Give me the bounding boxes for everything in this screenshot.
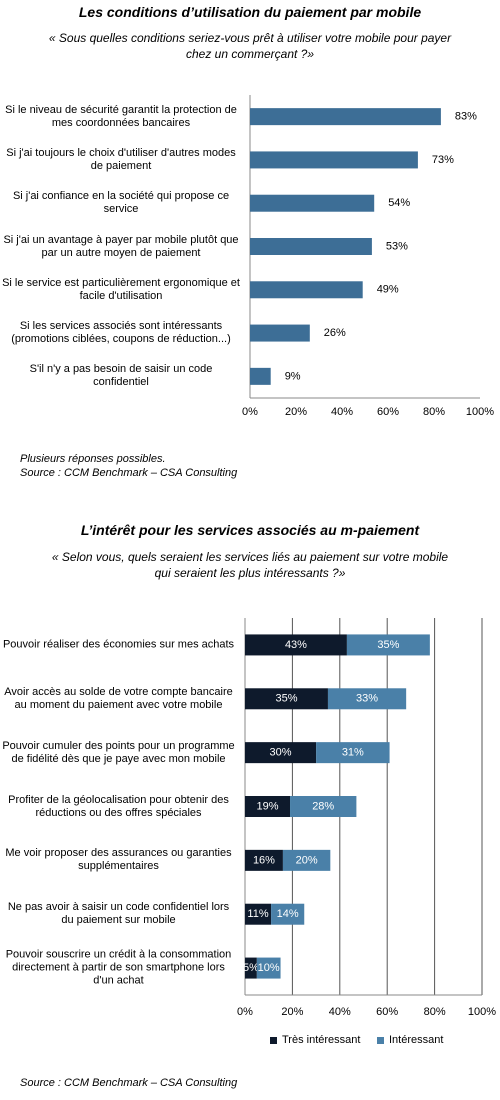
category-label: Pouvoir cumuler des points pour un progr… [2,739,235,765]
bar [290,796,357,817]
data-label: 43% [285,639,307,651]
data-label: 54% [388,197,410,209]
data-label: 83% [455,111,477,123]
bar [250,151,418,169]
category-label: Avoir accès au solde de votre compte ban… [4,685,233,711]
bar [256,957,281,979]
data-label: 53% [386,240,408,252]
data-label: 73% [432,154,454,166]
bar [327,688,407,710]
data-label: 19% [256,800,278,812]
data-label: 9% [285,370,301,382]
category-label: Ne pas avoir à saisir un code confidenti… [7,901,230,927]
bar [250,108,441,126]
category-label: Si les services associés sont intéressan… [11,320,231,346]
bar [245,849,283,871]
x-tick-label: 100% [468,1006,496,1018]
source: Source : CCM Benchmark – CSA Consulting [20,1077,238,1089]
x-tick-label: 100% [466,406,494,418]
bar [346,634,430,656]
category-label: Me voir proposer des assurances ou garan… [5,847,232,873]
x-tick-label: 80% [424,1006,446,1018]
chart-title: Les conditions d’utilisation du paiement… [78,4,422,20]
x-tick-label: 60% [377,406,399,418]
bar [245,796,291,817]
data-label: 33% [356,693,378,705]
category-label: Pouvoir souscrire un crédit à la consomm… [5,948,232,987]
x-tick-label: 20% [285,406,307,418]
bar [250,281,363,299]
x-tick-label: 40% [331,406,353,418]
note: Plusieurs réponses possibles. [20,453,166,465]
legend-label: Intéressant [389,1034,444,1046]
category-label: S'il n'y a pas besoin de saisir un code … [29,363,213,389]
bar [250,238,372,255]
data-label: 28% [312,800,334,812]
bar [245,688,328,710]
data-label: 35% [377,639,399,651]
chart-subtitle: « Sous quelles conditions seriez-vous pr… [48,31,452,61]
legend-swatch [377,1036,384,1044]
legend-item: Intéressant [377,1034,443,1046]
data-label: 14% [277,908,299,920]
data-label: 10% [258,962,280,974]
bar [271,903,305,925]
x-tick-label: 60% [376,1006,398,1018]
bar [250,324,310,342]
chart-title: L’intérêt pour les services associés au … [80,522,420,538]
x-tick-label: 40% [329,1006,351,1018]
x-tick-label: 0% [237,1006,253,1018]
bar [245,634,347,656]
category-label: Si j'ai toujours le choix d'utiliser d'a… [6,146,236,172]
bar [245,903,272,925]
x-tick-label: 0% [242,406,258,418]
data-label: 35% [275,693,297,705]
category-label: Si j'ai confiance en la société qui prop… [12,190,230,216]
bar [245,742,317,764]
data-label: 49% [377,284,399,296]
bar [282,849,331,871]
category-label: Si j'ai un avantage à payer par mobile p… [3,233,239,259]
x-tick-label: 20% [281,1006,303,1018]
legend-label: Très intéressant [282,1034,361,1046]
category-label: Si le niveau de sécurité garantit la pro… [5,103,237,129]
bar [250,194,375,212]
data-label: 30% [270,747,292,759]
chart-subtitle: « Selon vous, quels seraient les service… [51,550,449,580]
source: Source : CCM Benchmark – CSA Consulting [20,467,238,479]
data-label: 31% [342,747,364,759]
legend-item: Très intéressant [270,1034,360,1046]
data-label: 11% [247,908,268,920]
data-label: 26% [324,327,346,339]
data-label: 20% [296,854,318,866]
data-label: 5% [243,962,259,974]
category-label: Profiter de la géolocalisation pour obte… [8,793,229,819]
bar [316,742,390,764]
bar [245,957,257,979]
data-label: 16% [253,854,275,866]
category-label: Si le service est particulièrement ergon… [2,276,240,302]
bar [250,367,271,385]
category-label: Pouvoir réaliser des économies sur mes a… [2,638,235,651]
legend-swatch [270,1036,277,1044]
x-tick-label: 80% [423,406,445,418]
